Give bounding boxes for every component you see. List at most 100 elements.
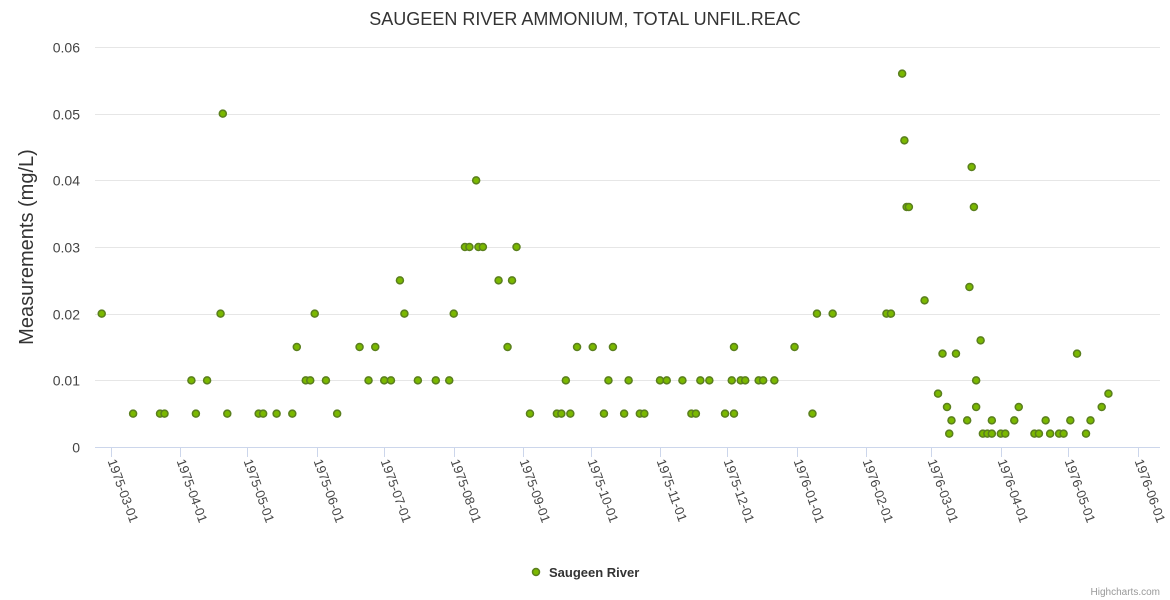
data-point[interactable]: [395, 276, 405, 285]
data-point[interactable]: [371, 342, 380, 352]
data-point[interactable]: [218, 109, 228, 118]
data-point[interactable]: [640, 409, 649, 418]
data-point[interactable]: [1010, 416, 1019, 425]
data-point[interactable]: [947, 416, 956, 425]
data-point[interactable]: [740, 376, 750, 385]
data-point[interactable]: [191, 409, 201, 418]
data-point[interactable]: [431, 376, 441, 385]
data-point[interactable]: [1072, 349, 1082, 358]
data-point[interactable]: [566, 409, 575, 418]
data-point[interactable]: [572, 342, 582, 352]
data-point[interactable]: [705, 376, 714, 385]
data-point[interactable]: [1034, 429, 1044, 438]
data-point[interactable]: [962, 416, 972, 425]
data-point[interactable]: [355, 342, 364, 352]
data-point[interactable]: [942, 402, 952, 412]
data-point[interactable]: [608, 342, 618, 352]
data-point[interactable]: [678, 376, 687, 385]
data-point[interactable]: [965, 282, 974, 292]
data-point[interactable]: [471, 176, 481, 185]
data-point[interactable]: [258, 409, 268, 418]
data-point[interactable]: [987, 416, 997, 425]
data-point[interactable]: [1001, 429, 1010, 438]
data-point[interactable]: [828, 309, 837, 318]
data-point[interactable]: [971, 402, 981, 412]
data-point[interactable]: [321, 376, 331, 385]
data-point[interactable]: [655, 376, 665, 385]
data-point[interactable]: [812, 309, 822, 318]
data-point[interactable]: [1104, 389, 1113, 398]
data-point[interactable]: [478, 242, 488, 252]
data-point[interactable]: [1097, 402, 1106, 412]
data-point[interactable]: [987, 429, 997, 438]
data-point[interactable]: [588, 342, 597, 352]
legend-item-saugeen-river[interactable]: Saugeen River: [549, 565, 639, 580]
data-point[interactable]: [223, 409, 232, 418]
data-point[interactable]: [512, 242, 521, 252]
data-point[interactable]: [364, 376, 373, 385]
data-point[interactable]: [696, 376, 705, 385]
data-point[interactable]: [272, 409, 281, 418]
data-point[interactable]: [897, 69, 907, 78]
data-point[interactable]: [128, 409, 138, 418]
credits-link[interactable]: Highcharts.com: [1091, 587, 1160, 598]
data-point[interactable]: [332, 409, 342, 418]
data-point[interactable]: [886, 309, 896, 318]
data-point[interactable]: [449, 309, 458, 318]
data-point[interactable]: [503, 342, 512, 352]
data-point[interactable]: [951, 349, 961, 358]
data-point[interactable]: [97, 309, 106, 318]
data-point[interactable]: [413, 376, 423, 385]
data-point[interactable]: [507, 276, 517, 285]
data-point[interactable]: [619, 409, 629, 418]
data-point[interactable]: [691, 409, 701, 418]
data-point[interactable]: [729, 342, 739, 352]
data-point[interactable]: [967, 162, 976, 172]
data-point[interactable]: [386, 376, 396, 385]
data-point[interactable]: [938, 349, 947, 358]
data-point[interactable]: [662, 376, 671, 385]
data-point[interactable]: [1086, 416, 1095, 425]
data-point[interactable]: [1045, 429, 1055, 438]
data-point[interactable]: [971, 376, 981, 385]
data-point[interactable]: [720, 409, 730, 418]
data-point[interactable]: [187, 376, 196, 385]
data-point[interactable]: [160, 409, 169, 418]
data-point[interactable]: [202, 376, 212, 385]
data-point[interactable]: [770, 376, 779, 385]
data-point[interactable]: [933, 389, 943, 398]
data-point[interactable]: [525, 409, 535, 418]
data-point[interactable]: [904, 202, 914, 212]
data-point[interactable]: [969, 202, 979, 212]
data-point[interactable]: [379, 376, 389, 385]
data-point[interactable]: [944, 429, 954, 438]
data-point[interactable]: [1066, 416, 1075, 425]
data-point[interactable]: [494, 276, 503, 285]
data-point[interactable]: [557, 409, 566, 418]
data-point[interactable]: [808, 409, 817, 418]
data-point[interactable]: [1059, 429, 1068, 438]
data-point[interactable]: [758, 376, 768, 385]
data-point[interactable]: [790, 342, 799, 352]
data-point[interactable]: [465, 242, 474, 252]
data-point[interactable]: [900, 136, 909, 145]
data-point[interactable]: [288, 409, 297, 418]
data-point[interactable]: [624, 376, 633, 385]
data-point[interactable]: [1041, 416, 1050, 425]
data-point[interactable]: [729, 409, 739, 418]
data-point[interactable]: [920, 296, 929, 305]
data-point[interactable]: [976, 336, 985, 345]
data-point[interactable]: [292, 342, 302, 352]
data-point[interactable]: [1081, 429, 1091, 438]
data-point[interactable]: [604, 376, 613, 385]
data-point[interactable]: [727, 376, 737, 385]
data-point[interactable]: [445, 376, 454, 385]
data-point[interactable]: [310, 309, 319, 318]
data-point[interactable]: [305, 376, 315, 385]
data-point[interactable]: [216, 309, 225, 318]
data-point[interactable]: [1014, 402, 1023, 412]
data-point[interactable]: [561, 376, 571, 385]
legend[interactable]: Saugeen River: [531, 565, 640, 580]
data-point[interactable]: [599, 409, 609, 418]
data-point[interactable]: [400, 309, 409, 318]
